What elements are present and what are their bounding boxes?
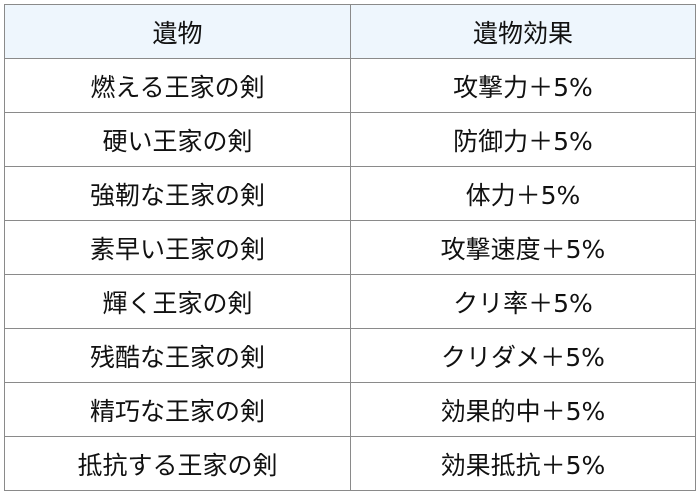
relic-name: 輝く王家の剣: [4, 274, 351, 329]
relic-name: 強靭な王家の剣: [4, 166, 351, 221]
relic-name: 残酷な王家の剣: [4, 328, 351, 383]
table-row: 燃える王家の剣 攻撃力＋5%: [4, 58, 696, 113]
table-row: 強靭な王家の剣 体力＋5%: [4, 166, 696, 221]
relic-effect: 攻撃速度＋5%: [350, 220, 696, 275]
relic-effect: 効果抵抗＋5%: [350, 436, 696, 491]
header-relic-effect: 遺物効果: [350, 4, 696, 59]
relic-name: 抵抗する王家の剣: [4, 436, 351, 491]
table-row: 抵抗する王家の剣 効果抵抗＋5%: [4, 436, 696, 491]
table-row: 素早い王家の剣 攻撃速度＋5%: [4, 220, 696, 275]
table-row: 精巧な王家の剣 効果的中＋5%: [4, 382, 696, 437]
relic-effect: 攻撃力＋5%: [350, 58, 696, 113]
relic-effect: クリ率＋5%: [350, 274, 696, 329]
relic-name: 燃える王家の剣: [4, 58, 351, 113]
table-row: 硬い王家の剣 防御力＋5%: [4, 112, 696, 167]
relic-effect: クリダメ＋5%: [350, 328, 696, 383]
relic-effect: 防御力＋5%: [350, 112, 696, 167]
relic-name: 精巧な王家の剣: [4, 382, 351, 437]
table-row: 輝く王家の剣 クリ率＋5%: [4, 274, 696, 329]
table-row: 残酷な王家の剣 クリダメ＋5%: [4, 328, 696, 383]
relic-effect: 体力＋5%: [350, 166, 696, 221]
relic-table: 遺物 遺物効果 燃える王家の剣 攻撃力＋5% 硬い王家の剣 防御力＋5% 強靭な王家の剣…: [4, 4, 696, 491]
relic-name: 素早い王家の剣: [4, 220, 351, 275]
header-relic: 遺物: [4, 4, 351, 59]
relic-name: 硬い王家の剣: [4, 112, 351, 167]
relic-effect: 効果的中＋5%: [350, 382, 696, 437]
header-row: 遺物 遺物効果: [4, 4, 696, 59]
